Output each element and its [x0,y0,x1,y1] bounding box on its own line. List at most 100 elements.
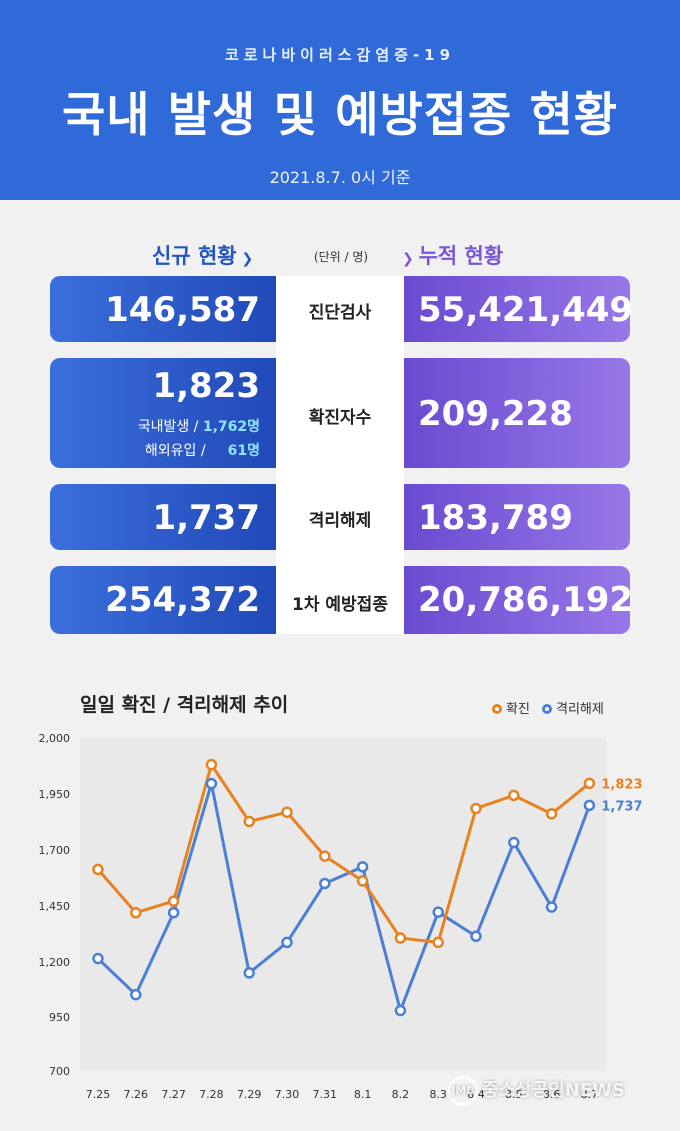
series-lines [96,763,591,1013]
x-tick-label: 8.1 [354,1088,372,1101]
watermark-logo: JMB [448,1076,478,1106]
data-point-released [508,836,520,849]
data-point-released [243,967,255,979]
cumulative-vaccination-box: 20,786,192 [404,566,634,634]
new-released-box: 1,737 [50,484,276,550]
new-vaccination-box: 254,372 [50,566,276,634]
data-point-released [470,930,482,943]
label-strip [276,276,404,634]
x-tick-label: 7.29 [237,1088,262,1101]
new-status-label: 신규 현황 [152,244,237,268]
data-point-released [583,799,596,812]
legend-confirmed-label: 확진 [506,702,530,717]
data-point-released [356,861,369,873]
cumulative-status-heading: ❯ 누적 현황 [402,240,503,270]
series-points [92,758,596,1017]
y-tick-label: 700 [49,1065,70,1078]
legend-released-marker [542,704,552,714]
data-point-confirmed [508,789,520,802]
x-tick-label: 8.3 [429,1088,447,1101]
new-confirmed-value: 1,823 [152,366,260,406]
data-point-released [130,988,142,1001]
chart-title: 일일 확진 / 격리해제 추이 [80,694,289,716]
data-point-confirmed [432,936,444,949]
y-tick-label: 1,700 [39,844,71,857]
x-tick-label: 7.28 [199,1088,224,1101]
data-point-confirmed [167,895,180,907]
data-point-confirmed [243,815,255,828]
data-point-released [167,906,180,919]
domestic-line: 국내발생 / 1,762명 [138,416,260,436]
data-point-released [281,936,293,949]
data-point-released [319,877,331,890]
cumulative-confirmed-value: 209,228 [418,394,573,434]
cumulative-status-label: 누적 현황 [418,244,504,268]
y-tick-label: 950 [49,1011,70,1024]
new-tests-value: 146,587 [105,290,260,330]
legend-released-label: 격리해제 [556,702,604,717]
data-point-confirmed [470,802,482,815]
legend-released: 격리해제 [542,698,604,717]
x-tick-label: 7.30 [275,1088,300,1101]
domestic-label: 국내발생 / [137,419,199,435]
y-tick-label: 1,450 [39,900,71,913]
data-point-released [394,1004,407,1017]
domestic-value: 1,762명 [202,419,260,435]
x-tick-label: 7.25 [86,1088,111,1101]
y-tick-label: 1,950 [39,788,71,801]
cumulative-released-box: 183,789 [404,484,630,550]
x-tick-label: 7.26 [124,1088,149,1101]
watermark-text: 중소상공인NEWS [482,1080,625,1101]
cumulative-vaccination-value: 20,786,192 [418,580,634,620]
new-confirmed-box: 1,823 국내발생 / 1,762명 해외유입 / 61명 [50,358,276,468]
series-line-confirmed [96,763,591,944]
data-point-released [205,777,218,790]
overseas-line: 해외유입 / 61명 [145,440,260,460]
legend-confirmed: 확진 [492,698,530,717]
data-point-confirmed [545,808,558,820]
data-point-confirmed [130,906,142,919]
y-tick-label: 1,200 [39,956,71,969]
x-tick-label: 8.6 [543,1088,561,1101]
end-label-confirmed: 1,823 [601,777,642,792]
watermark: JMB 중소상공인NEWS [448,1076,625,1106]
new-vaccination-value: 254,372 [105,580,260,620]
x-axis: 7.25 7.26 7.27 7.28 7.29 7.30 7.31 8.1 8.2 8.3 8.4… [86,1088,598,1101]
row-label-confirmed: 확진자수 [308,408,372,428]
new-released-value: 1,737 [152,498,260,538]
overseas-label: 해외유입 / [144,443,206,459]
chevron-down-icon: ❯ [236,251,254,267]
data-point-confirmed [583,777,596,790]
unit-label: (단위 / 명) [313,250,369,264]
data-point-released [545,901,558,913]
data-point-confirmed [319,850,331,862]
x-tick-label: 8.2 [392,1088,410,1101]
data-point-released [432,906,444,918]
cumulative-tests-box: 55,421,449 [404,276,633,342]
series-line-released [96,782,591,1013]
x-tick-label: 8.7 [581,1088,599,1101]
new-tests-box: 146,587 [50,276,276,342]
header-banner: 코로나바이러스감염증-19 국내 발생 및 예방접종 현황 2021.8.7. … [0,0,680,200]
data-point-confirmed [394,932,407,944]
data-point-confirmed [356,875,369,887]
end-labels: 1,823 1,737 [601,777,642,814]
cumulative-released-value: 183,789 [418,498,573,538]
data-point-confirmed [205,758,218,771]
x-tick-label: 8.5 [505,1088,523,1101]
data-point-confirmed [281,806,293,819]
new-status-heading: 신규 현황 ❯ [152,240,253,270]
cumulative-confirmed-box: 209,228 [404,358,630,468]
chevron-down-icon: ❯ [402,251,419,267]
end-label-released: 1,737 [601,799,642,814]
y-tick-label: 2,000 [39,732,71,745]
header-subtitle: 코로나바이러스감염증-19 [224,46,456,64]
page-title: 국내 발생 및 예방접종 현황 [61,88,619,143]
row-label-vaccination: 1차 예방접종 [292,595,388,615]
reference-date: 2021.8.7. 0시 기준 [269,168,411,187]
y-axis: 2,000 1,950 1,700 1,450 1,200 950 700 [39,732,71,1078]
data-point-confirmed [92,863,104,876]
x-tick-label: 7.31 [313,1088,338,1101]
x-tick-label: 7.27 [161,1088,186,1101]
